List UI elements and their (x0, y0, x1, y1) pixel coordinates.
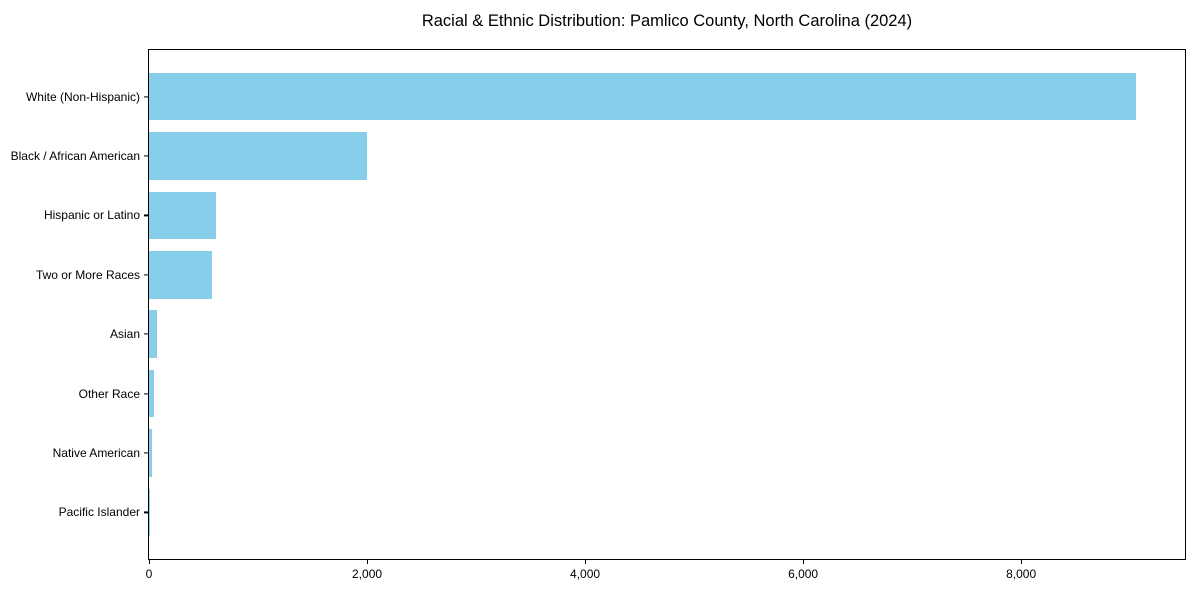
y-tick-mark (144, 392, 148, 395)
bar-row: White (Non-Hispanic) (26, 67, 1185, 126)
bar-row: Other Race (79, 364, 1185, 423)
bar-row: Two or More Races (36, 245, 1185, 304)
x-tick-label: 8,000 (1006, 567, 1037, 581)
y-axis-label: Asian (109, 327, 140, 342)
bar (149, 488, 150, 537)
chart-title: Racial & Ethnic Distribution: Pamlico Co… (421, 12, 913, 30)
bar (149, 132, 368, 180)
y-tick-mark (144, 155, 148, 157)
y-tick-mark (144, 96, 148, 98)
x-tick-mark (802, 560, 804, 564)
y-axis-label: Pacific Islander (58, 505, 140, 520)
y-axis-label: Hispanic or Latino (43, 208, 140, 223)
bar (149, 191, 216, 240)
x-axis: 0 2,000 4,000 6,000 8,000 (145, 559, 1185, 593)
x-tick-label: 4,000 (570, 567, 601, 581)
bar-row: Hispanic or Latino (44, 186, 1185, 245)
x-tick-label: 0 (145, 567, 153, 581)
y-axis-label: Two or More Races (35, 267, 140, 282)
y-axis-label: Native American (52, 445, 140, 460)
y-tick-mark (144, 452, 148, 454)
plot-area: White (Non-Hispanic) Black / African Ame… (11, 49, 1186, 581)
bar (149, 310, 157, 358)
y-axis-label: White (Non-Hispanic) (25, 89, 140, 104)
bar-row: Native American (53, 423, 1185, 482)
y-tick-mark (144, 274, 148, 276)
x-tick-label: 6,000 (788, 567, 819, 581)
bar (149, 429, 153, 477)
y-tick-mark (144, 511, 148, 513)
y-tick-mark (144, 214, 148, 217)
y-tick-mark (144, 333, 148, 335)
x-tick-mark (148, 560, 150, 564)
bar (149, 72, 1136, 121)
x-tick-mark (366, 560, 368, 564)
x-tick-label: 2,000 (352, 567, 383, 581)
bar (149, 369, 154, 418)
bar-row: Pacific Islander (59, 483, 1185, 542)
y-axis-label: Other Race (78, 386, 140, 401)
x-tick-mark (1020, 560, 1022, 564)
y-axis-label: Black / African American (10, 149, 140, 164)
bar (149, 251, 212, 299)
rows: White (Non-Hispanic) Black / African Ame… (11, 50, 1185, 559)
bar-row: Black / African American (11, 126, 1185, 185)
bar-row: Asian (110, 305, 1185, 364)
x-tick-mark (584, 560, 586, 564)
